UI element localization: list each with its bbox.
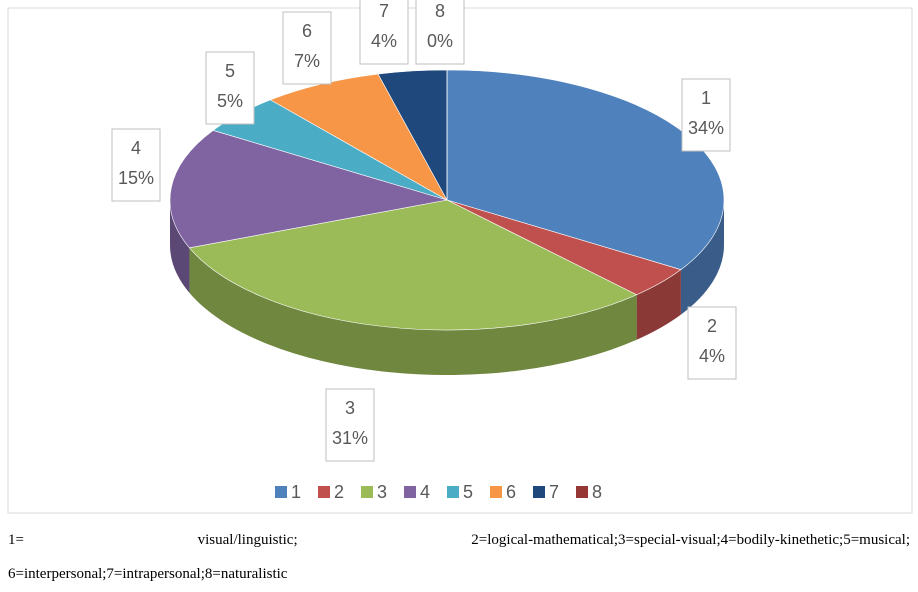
slice-side-shade xyxy=(680,200,724,315)
legend-swatch xyxy=(576,486,588,498)
data-label-category: 8 xyxy=(435,1,445,21)
legend-label: 6 xyxy=(506,482,516,502)
chart: 1 34% 2 4% 3 31% 4 15% 5 5% 6 7% 7 4% 8 0% 1 2 3 4 5 6 7 8 xyxy=(7,0,913,514)
data-label-value: 5% xyxy=(217,91,243,111)
data-label-box xyxy=(111,128,161,202)
legend-swatch xyxy=(490,486,502,498)
data-label-category: 6 xyxy=(302,21,312,41)
data-label-box xyxy=(205,51,255,125)
data-label-category: 1 xyxy=(701,88,711,108)
caption-line: 6=interpersonal;7=intrapersonal;8=natura… xyxy=(8,566,288,582)
data-label-box xyxy=(687,306,737,380)
data-label-category: 4 xyxy=(131,138,141,158)
data-label-box xyxy=(415,0,465,65)
legend-swatch xyxy=(318,486,330,498)
data-label-category: 2 xyxy=(707,316,717,336)
data-label-box xyxy=(681,78,731,152)
data-label-value: 34% xyxy=(688,118,724,138)
slice-side xyxy=(680,200,724,315)
legend-label: 1 xyxy=(291,482,301,502)
data-label-category: 3 xyxy=(345,398,355,418)
legend-swatch xyxy=(533,486,545,498)
legend-label: 4 xyxy=(420,482,430,502)
legend-label: 3 xyxy=(377,482,387,502)
slice xyxy=(169,130,448,249)
slice-side-shade xyxy=(636,269,681,340)
data-label-value: 31% xyxy=(332,428,368,448)
data-label-box xyxy=(282,11,332,85)
slice xyxy=(188,199,638,331)
legend-swatch xyxy=(361,486,373,498)
data-label-value: 4% xyxy=(699,346,725,366)
legend-swatch xyxy=(404,486,416,498)
data-label-category: 5 xyxy=(225,61,235,81)
data-label-box xyxy=(325,388,375,462)
slice-side xyxy=(636,269,681,340)
slice-side-shade xyxy=(189,247,637,375)
legend-label: 8 xyxy=(592,482,602,502)
data-label-value: 4% xyxy=(371,31,397,51)
legend-label: 5 xyxy=(463,482,473,502)
data-label-box xyxy=(359,0,409,65)
legend-swatch xyxy=(275,486,287,498)
data-label-value: 7% xyxy=(294,51,320,71)
slice-side xyxy=(189,247,637,375)
legend-label: 2 xyxy=(334,482,344,502)
slice-side xyxy=(170,200,190,293)
data-label-value: 0% xyxy=(427,31,453,51)
data-label-value: 15% xyxy=(118,168,154,188)
caption-line: 1= visual/linguistic; 2=logical-mathemat… xyxy=(8,532,910,548)
slice-side-shade xyxy=(170,200,190,293)
legend-swatch xyxy=(447,486,459,498)
data-label-category: 7 xyxy=(379,1,389,21)
legend-label: 7 xyxy=(549,482,559,502)
